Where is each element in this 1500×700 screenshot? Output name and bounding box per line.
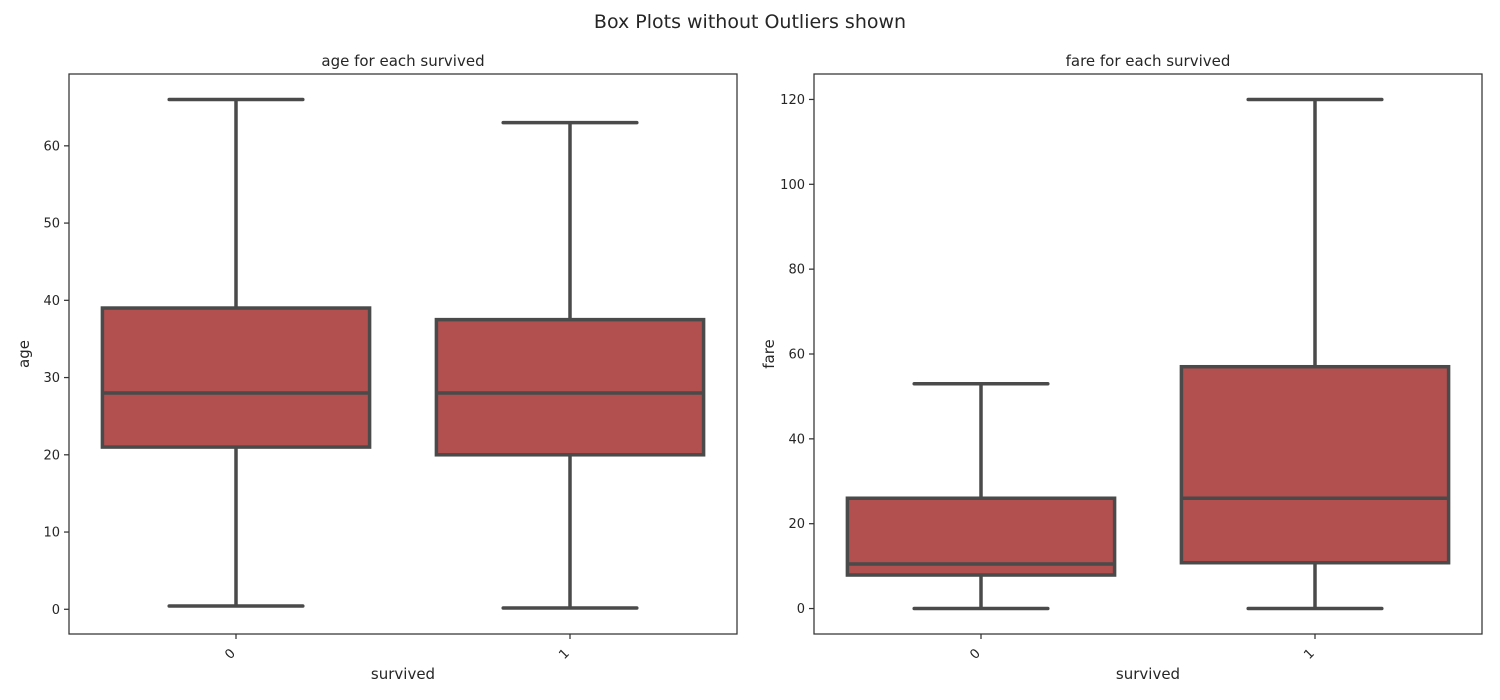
panel-2-x-tick-label: 0 [967,646,983,662]
panel-1-box-0 [100,97,372,608]
panel-1-group: age for each survived 0 10 20 30 40 50 60 age 0 1 s… [15,52,738,683]
panel-2-y-tick-label: 80 [788,263,805,278]
iqr-box [100,306,372,449]
panel-1-axes-frame [68,73,738,635]
panel-2-x-tick-label: 1 [1301,646,1317,662]
panel-1-x-tick-label: 1 [556,646,572,662]
panel-1-y-tick-label: 20 [43,448,60,463]
panel-1-y-tick-label: 10 [43,526,60,541]
iqr-box [1179,364,1451,565]
panel-1-y-tick-label: 40 [43,294,60,309]
panel-2-y-tick-label: 120 [780,93,805,108]
panel-1-title: age for each survived [321,52,484,70]
panel-2-box-0 [845,381,1117,611]
panel-2-y-axis-label: fare [760,339,778,369]
panel-2-y-tick-label: 60 [788,348,805,363]
iqr-box [434,317,706,457]
panel-1-x-axis-label: survived [371,665,435,683]
panel-1-y-tick-label: 60 [43,139,60,154]
panel-1-y-tick-label: 0 [52,603,60,618]
panel-2-group: fare for each survived 0 20 40 60 80 100 120 far… [760,52,1483,683]
panel-1-y-axis-label: age [15,340,33,368]
panel-1-y-tick-label: 30 [43,371,60,386]
iqr-box [845,496,1117,577]
panel-2-y-tick-label: 40 [788,432,805,447]
panel-2-x-axis-label: survived [1116,665,1180,683]
panel-2-title: fare for each survived [1066,52,1231,70]
panel-2-y-tick-label: 100 [780,178,805,193]
panel-2-y-tick-label: 0 [797,602,805,617]
panel-1-x-tick-label: 0 [222,646,238,662]
panel-1-y-tick-label: 50 [43,217,60,232]
panel-2-y-tick-label: 20 [788,517,805,532]
figure-title: Box Plots without Outliers shown [594,11,906,33]
panel-2-box-1 [1179,97,1451,611]
panel-1-box-1 [434,120,706,610]
